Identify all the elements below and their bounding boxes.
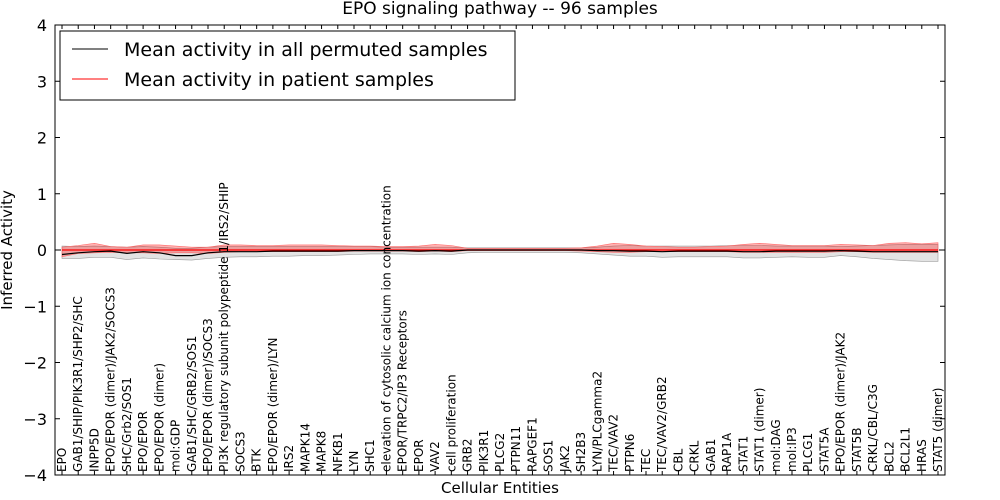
category-label: SHC/Grb2/SOS1 — [120, 377, 134, 472]
category-label: PTPN6 — [623, 434, 637, 472]
category-label: IRS2 — [282, 445, 296, 472]
category-label: STAT1 — [736, 436, 750, 472]
category-label: SOS1 — [542, 440, 556, 472]
y-tick-label: 2 — [37, 129, 47, 148]
category-label: STAT5A — [817, 427, 831, 472]
category-label: BCL2 — [882, 441, 896, 472]
category-label: CBL — [671, 448, 685, 472]
category-label: RAPGEF1 — [525, 417, 539, 472]
y-tick-label: −1 — [23, 297, 47, 316]
y-tick-label: 4 — [37, 16, 47, 35]
y-tick-label: −4 — [23, 466, 47, 485]
category-label: mol:IP3 — [785, 427, 799, 472]
y-tick-label: 1 — [37, 185, 47, 204]
category-label: PIK3R1 — [477, 430, 491, 472]
category-label: EPO/EPOR (dimer)/SOCS3 — [201, 318, 215, 472]
category-label: PI3K regulatory subunit polypeptide 1/IR… — [217, 182, 231, 472]
category-label: EPOR/TRPC2/IP3 Receptors — [396, 310, 410, 472]
legend-label-permuted: Mean activity in all permuted samples — [124, 39, 487, 61]
category-label: LYN — [347, 451, 361, 472]
category-label: BCL2L1 — [899, 427, 913, 472]
category-label: SHC1 — [363, 439, 377, 472]
legend: Mean activity in all permuted samples Me… — [59, 30, 516, 101]
category-label: mol:DAG — [769, 419, 783, 472]
category-label: CRKL — [688, 440, 702, 472]
category-label: STAT5B — [850, 428, 864, 473]
series-line-permuted — [61, 249, 938, 257]
x-axis-label: Cellular Entities — [441, 479, 559, 497]
series-lines — [61, 249, 938, 257]
category-label: STAT5 (dimer) — [931, 388, 945, 472]
y-tick-label: 0 — [37, 241, 47, 260]
category-label: BTK — [250, 447, 264, 472]
category-label: TEC — [639, 449, 653, 473]
category-label: SOCS3 — [233, 431, 247, 472]
plot-area: −4 −3 −2 −1 0 1 2 3 4 EPO GAB1/SHIP/PIK3R1/SHP2/S… — [23, 16, 946, 485]
category-label: SH2B3 — [574, 432, 588, 472]
category-label: JAK2 — [558, 445, 572, 473]
y-axis-label: Inferred Activity — [0, 190, 16, 310]
category-label: EPO/EPOR (dimer)/JAK2/SOCS3 — [104, 287, 118, 472]
category-label: CRKL/CBL/C3G — [866, 384, 880, 472]
category-label: cell proliferation — [444, 374, 458, 472]
category-label: PTPN11 — [509, 426, 523, 472]
y-tick-label: 3 — [37, 72, 47, 91]
category-label: LYN/PLCgamma2 — [590, 371, 604, 472]
y-tick-label: −2 — [23, 354, 47, 373]
category-label: TEC/VAV2/GRB2 — [655, 376, 669, 473]
category-label: EPOR — [412, 439, 426, 472]
confidence-bands — [61, 242, 939, 262]
y-tick-label: −3 — [23, 410, 47, 429]
category-label: MAPK14 — [298, 423, 312, 472]
category-label: elevation of cytosolic calcium ion conce… — [379, 185, 393, 472]
category-label: GAB1 — [704, 439, 718, 472]
category-label: RAP1A — [720, 432, 734, 472]
chart-title: EPO signaling pathway -- 96 samples — [342, 0, 658, 19]
category-label: GAB1/SHC/GRB2/SOS1 — [185, 336, 199, 472]
category-labels: EPO GAB1/SHIP/PIK3R1/SHP2/SHC INPP5D EPO/EP… — [55, 182, 945, 473]
category-label: PLCG1 — [801, 433, 815, 472]
category-label: NFKB1 — [331, 432, 345, 472]
legend-box — [59, 30, 516, 101]
category-label: GRB2 — [461, 438, 475, 472]
category-label: EPO/EPOR (dimer)/JAK2 — [834, 332, 848, 472]
category-label: mol:GDP — [169, 420, 183, 472]
y-axis-ticks: −4 −3 −2 −1 0 1 2 3 4 — [23, 16, 945, 485]
category-label: MAPK8 — [315, 431, 329, 472]
x-axis-ticks — [61, 25, 939, 475]
category-label: EPO/EPOR (dimer) — [152, 363, 166, 472]
category-label: EPO/EPOR (dimer)/LYN — [266, 338, 280, 472]
category-label: EPO/EPOR — [136, 411, 150, 472]
category-label: INPP5D — [87, 428, 101, 472]
category-label: TEC/VAV2 — [607, 414, 621, 473]
legend-label-patient: Mean activity in patient samples — [124, 69, 434, 91]
category-label: VAV2 — [428, 441, 442, 472]
category-label: STAT1 (dimer) — [753, 388, 767, 472]
category-label: GAB1/SHIP/PIK3R1/SHP2/SHC — [71, 296, 85, 472]
category-label: PLCG2 — [493, 433, 507, 472]
band-permuted — [61, 244, 939, 262]
category-label: EPO — [55, 448, 69, 472]
category-label: HRAS — [915, 439, 929, 472]
